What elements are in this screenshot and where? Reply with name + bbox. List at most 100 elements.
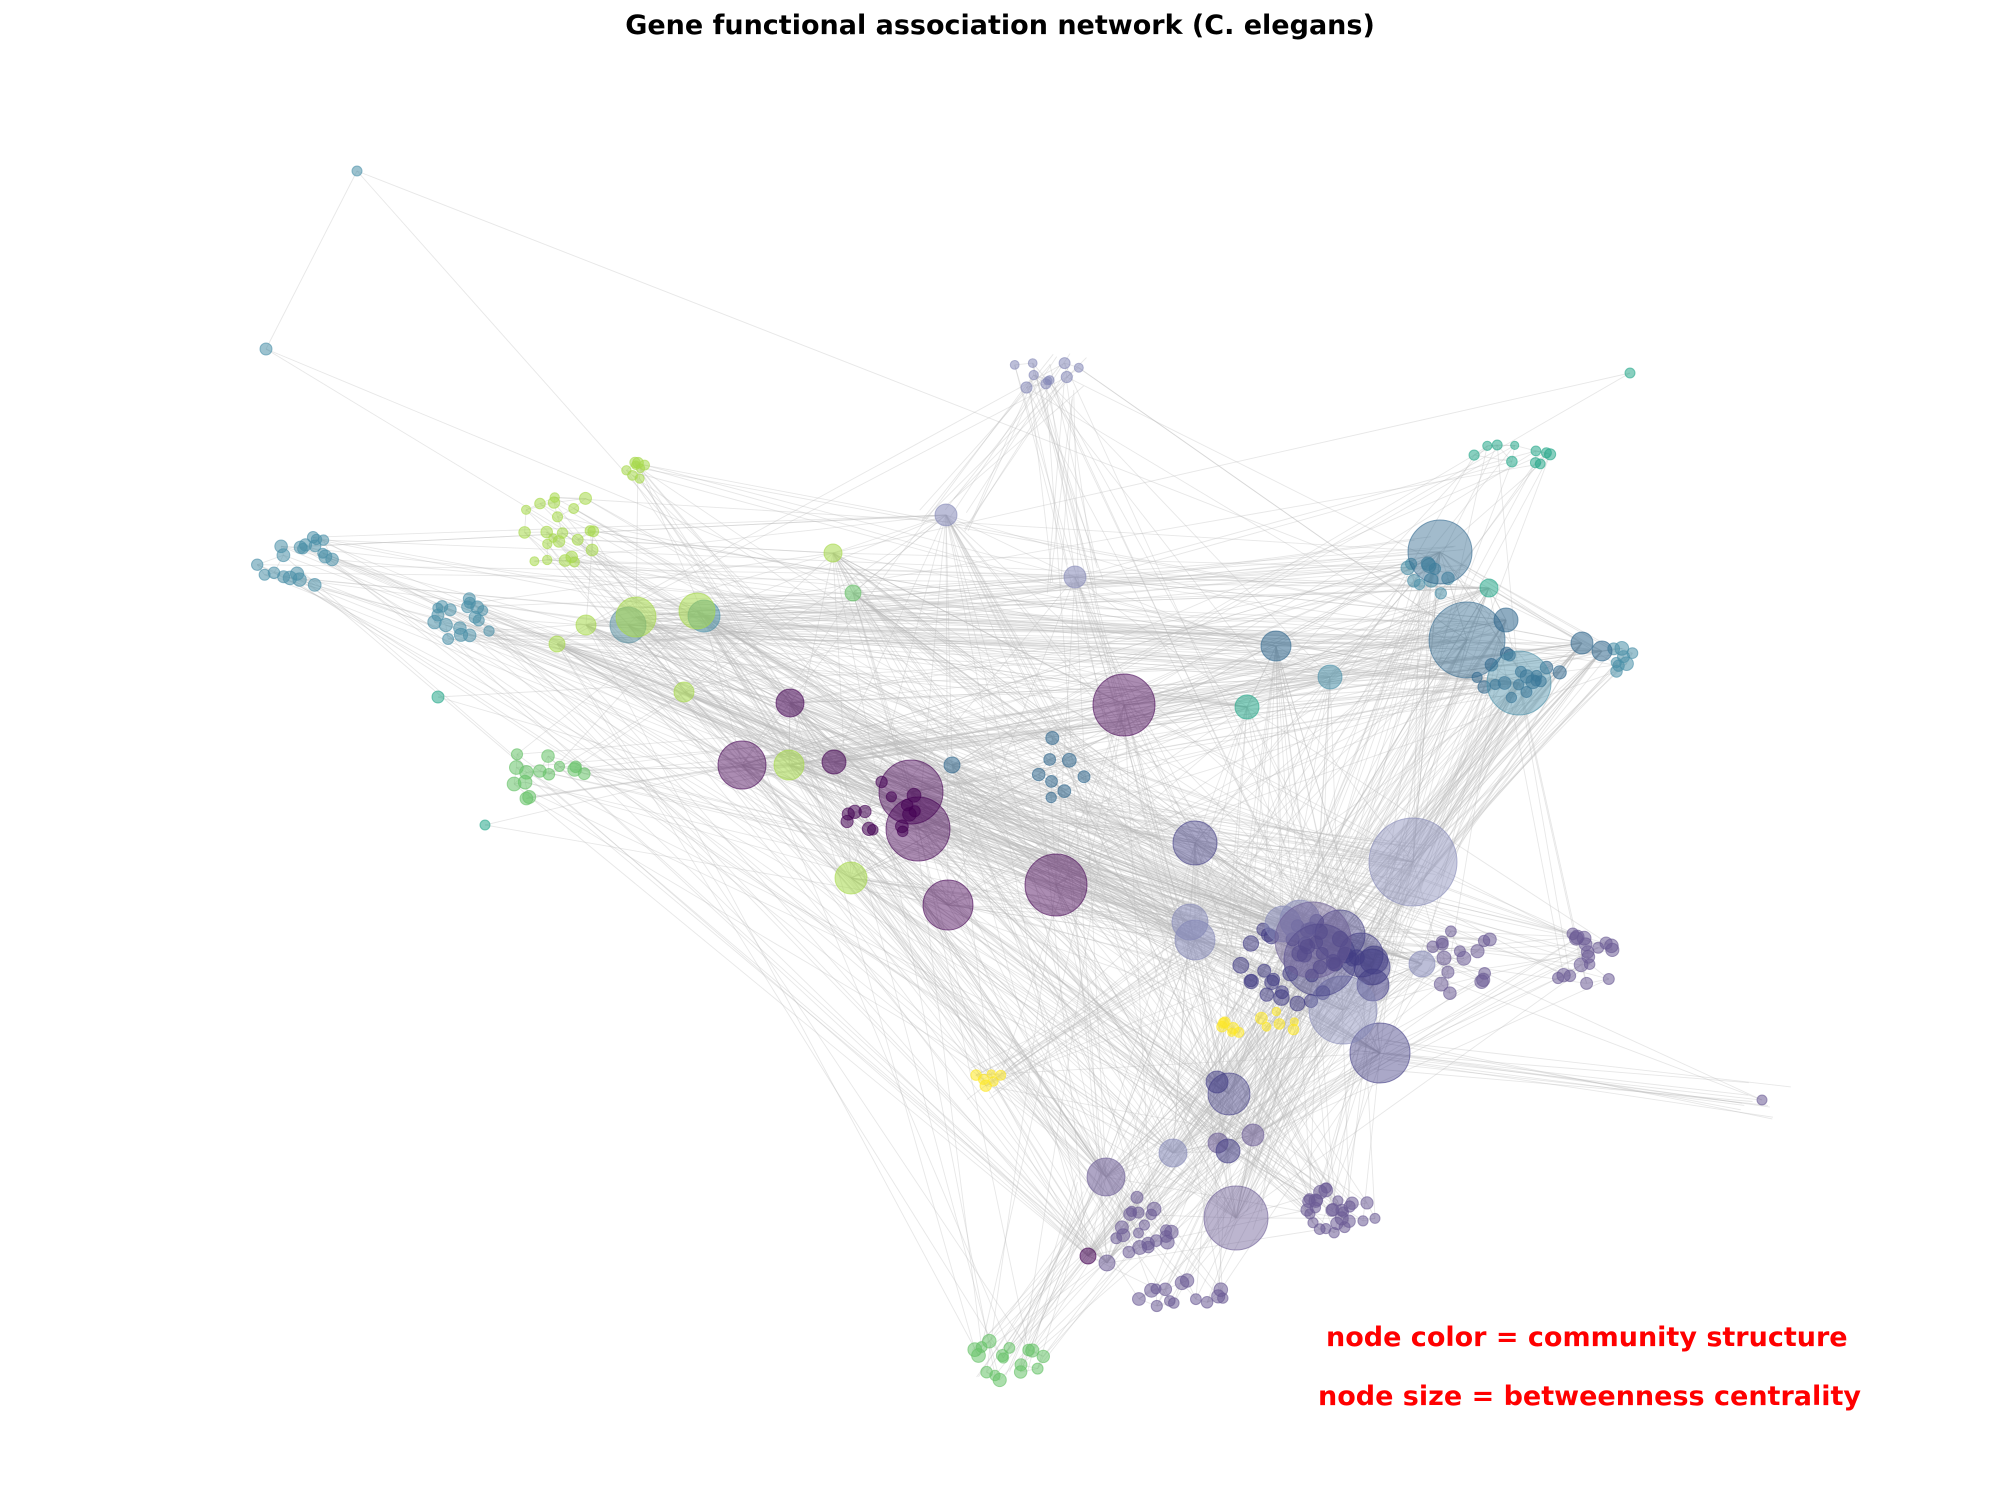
- network-edge: [1156, 682, 1520, 1307]
- network-edge: [910, 791, 1314, 941]
- network-node: [1421, 558, 1437, 573]
- network-edge: [477, 606, 1414, 863]
- network-edge: [789, 702, 1089, 1257]
- network-node: [282, 570, 298, 586]
- network-edge: [788, 647, 1622, 766]
- network-edge: [995, 949, 1180, 1082]
- network-edge: [635, 616, 1196, 941]
- network-edge: [741, 764, 1191, 923]
- network-edge: [1384, 1042, 1741, 1111]
- network-edge: [627, 624, 1362, 956]
- network-edge: [661, 613, 1296, 634]
- network-edge: [1252, 951, 1588, 1136]
- network-edge: [635, 464, 1277, 647]
- network-edge: [707, 624, 1460, 637]
- network-edge: [635, 616, 1196, 941]
- network-edge: [1028, 391, 1068, 565]
- network-edge: [917, 828, 984, 1080]
- network-edge: [1227, 978, 1609, 1152]
- network-node: [259, 342, 273, 356]
- network-edge: [1246, 706, 1612, 947]
- network-edge: [1351, 1049, 1749, 1096]
- network-node: [1261, 1021, 1272, 1032]
- color-legend-note: node color = community structure: [1326, 1322, 1848, 1353]
- network-edge: [1055, 664, 1492, 886]
- network-node: [1289, 995, 1306, 1012]
- network-edge: [1216, 639, 1468, 1083]
- network-edge: [478, 620, 1107, 1178]
- network-edge: [951, 764, 1167, 1231]
- hub-node: [885, 796, 951, 862]
- network-edge: [910, 680, 1541, 793]
- network-edge: [546, 531, 1174, 1154]
- network-edge: [1109, 635, 1442, 719]
- network-edge: [655, 625, 1281, 634]
- network-edge: [994, 642, 1583, 1376]
- network-edge: [460, 634, 1125, 706]
- network-edge: [947, 587, 1490, 906]
- network-edge: [1014, 954, 1181, 1067]
- network-edge: [926, 776, 1409, 857]
- network-edge: [832, 552, 1125, 706]
- network-edge: [557, 516, 790, 766]
- network-edge: [852, 592, 912, 793]
- network-edge: [529, 642, 1583, 798]
- network-edge: [450, 609, 791, 704]
- network-edge: [1275, 645, 1341, 936]
- network-edge: [985, 1085, 1254, 1136]
- network-edge: [971, 382, 1033, 521]
- network-node: [1468, 449, 1480, 461]
- network-edge: [741, 551, 1441, 766]
- network-edge: [585, 624, 1443, 945]
- network-edge: [894, 775, 1400, 870]
- network-node: [1020, 381, 1033, 394]
- network-edge: [1329, 619, 1507, 678]
- network-edge: [526, 764, 743, 799]
- network-edge: [1009, 1194, 1134, 1355]
- network-edge: [618, 605, 1259, 639]
- network-edge: [678, 615, 1451, 643]
- network-edge: [526, 771, 1254, 1136]
- network-edge: [1319, 551, 1441, 961]
- network-edge: [524, 532, 743, 766]
- network-edge: [696, 610, 1108, 1264]
- hub-node: [834, 861, 868, 895]
- network-node: [995, 1069, 1007, 1081]
- network-edge: [1360, 954, 1376, 1219]
- network-edge: [1172, 941, 1443, 1154]
- network-edge: [556, 643, 1452, 932]
- network-edge: [437, 607, 1230, 1095]
- hub-node: [673, 681, 695, 703]
- network-edge: [629, 606, 1296, 633]
- network-edge: [1412, 663, 1627, 863]
- network-node: [1273, 1018, 1286, 1030]
- network-edge: [1488, 587, 1583, 644]
- network-edge: [539, 770, 1191, 923]
- network-edge: [1385, 1052, 1770, 1108]
- network-edge: [1404, 683, 1516, 853]
- network-node: [1264, 974, 1280, 991]
- network-edge: [703, 615, 953, 766]
- network-node: [567, 762, 582, 777]
- network-edge: [1123, 704, 1373, 968]
- network-node: [522, 790, 537, 804]
- network-edge: [639, 478, 835, 763]
- network-edge: [1063, 790, 1229, 1152]
- network-edge: [1252, 963, 1423, 1136]
- network-edge: [574, 642, 1583, 770]
- network-edge: [703, 615, 1196, 941]
- network-node: [533, 764, 547, 778]
- network-edge: [546, 543, 1107, 1178]
- network-edge: [575, 514, 947, 768]
- network-node: [442, 633, 455, 645]
- network-node: [1556, 968, 1571, 983]
- network-edge: [1299, 682, 1505, 921]
- network-edge: [976, 1167, 1127, 1378]
- network-edge: [910, 791, 1230, 1095]
- network-edge: [1331, 966, 1373, 1211]
- network-edge: [741, 568, 1436, 766]
- network-edge: [788, 764, 1609, 980]
- network-edge: [1223, 587, 1490, 1024]
- network-edge: [1252, 1052, 1381, 1136]
- network-node: [479, 819, 491, 831]
